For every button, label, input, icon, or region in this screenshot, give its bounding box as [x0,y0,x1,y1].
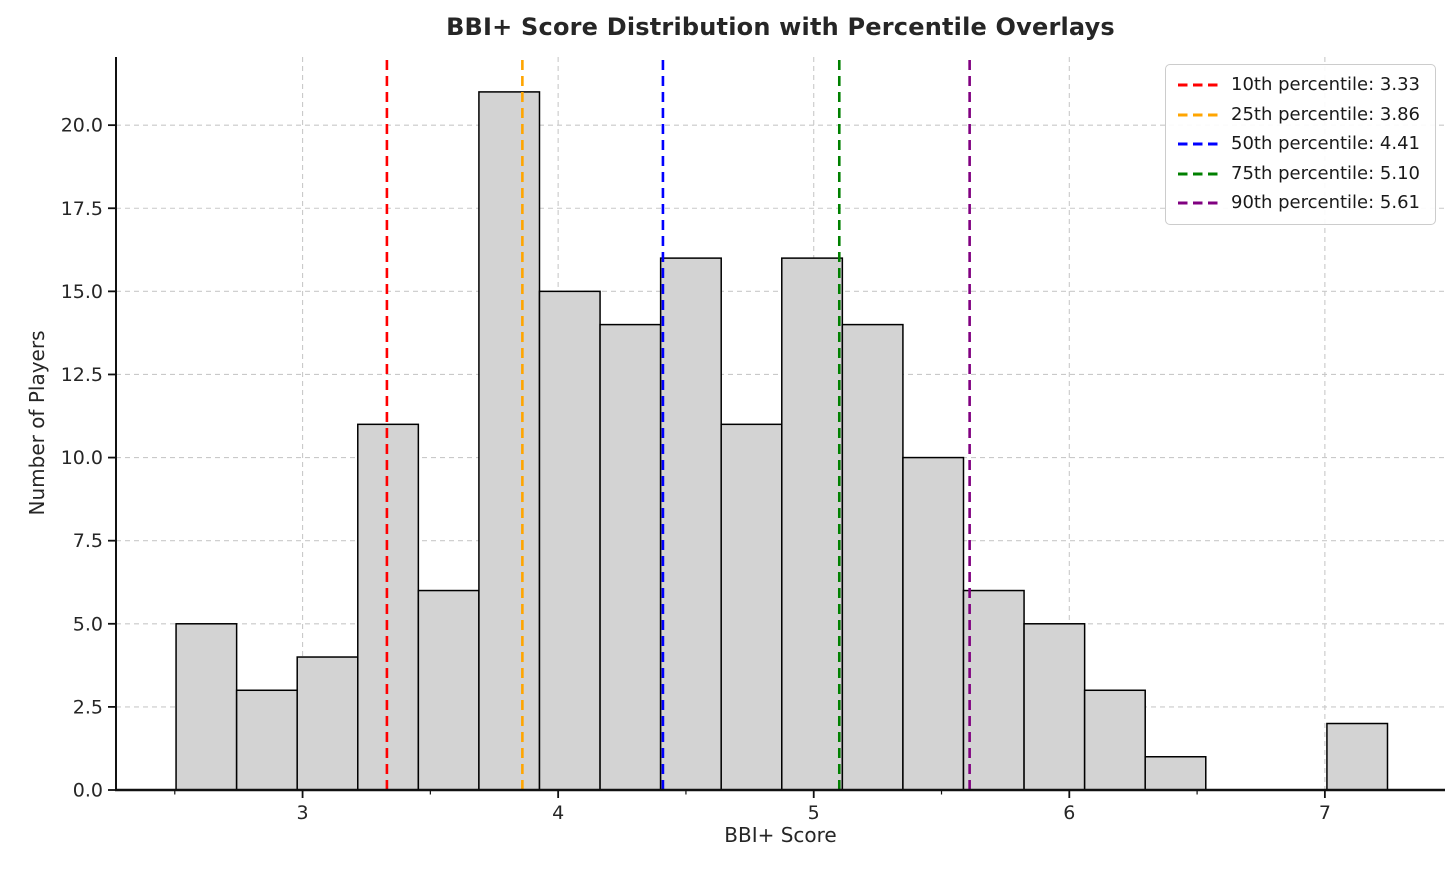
histogram-bar [659,257,722,791]
histogram-bar [417,589,480,791]
legend-dash-icon [1178,201,1219,205]
legend-dash-icon [1178,83,1219,87]
chart-title: BBI+ Score Distribution with Percentile … [446,13,1115,41]
x-tick-label: 6 [1063,802,1075,824]
y-tick-label: 10.0 [61,447,103,469]
histogram-bar [175,623,238,791]
y-tick-label: 15.0 [61,281,103,303]
x-tick-label: 5 [808,802,820,824]
histogram-bar [841,323,904,791]
y-tick-label: 7.5 [73,530,103,552]
histogram-bar [296,656,359,791]
legend-item-25th-percentile: 25th percentile: 3.86 [1178,104,1420,127]
legend-label: 50th percentile: 4.41 [1231,133,1420,154]
legend-label: 10th percentile: 3.33 [1231,74,1420,95]
y-tick-label: 0.0 [73,780,103,802]
y-tick-label: 20.0 [61,115,103,137]
y-tick-label: 17.5 [61,198,103,220]
y-axis-label: Number of Players [25,330,49,516]
x-tick-label: 4 [552,802,564,824]
legend-item-75th-percentile: 75th percentile: 5.10 [1178,163,1420,186]
histogram-bar [235,689,298,791]
legend: 10th percentile: 3.33 25th percentile: 3.… [1165,64,1436,225]
histogram-bar [1023,623,1086,791]
x-tick-label: 3 [297,802,309,824]
y-tick-label: 5.0 [73,613,103,635]
histogram-bar [962,589,1025,791]
histogram-bar [902,456,965,791]
histogram-bar [781,257,844,791]
y-tick-label: 2.5 [73,696,103,718]
x-axis-label: BBI+ Score [724,823,837,847]
legend-item-10th-percentile: 10th percentile: 3.33 [1178,74,1420,97]
histogram-bar [538,290,601,791]
y-tick-label: 12.5 [61,364,103,386]
histogram-bar [720,423,783,791]
legend-item-90th-percentile: 90th percentile: 5.61 [1178,192,1420,215]
histogram-bar [1144,756,1207,791]
histogram-bar [1083,689,1146,791]
legend-label: 25th percentile: 3.86 [1231,103,1420,125]
legend-dash-icon [1178,142,1219,146]
legend-label: 90th percentile: 5.61 [1231,192,1420,213]
legend-dash-icon [1178,113,1219,117]
x-tick-label: 7 [1319,802,1331,824]
legend-label: 75th percentile: 5.10 [1231,162,1420,184]
histogram-bar [1326,722,1389,791]
legend-item-50th-percentile: 50th percentile: 4.41 [1178,133,1420,156]
legend-dash-icon [1178,172,1219,176]
histogram-bar [478,91,541,791]
histogram-bar [599,323,662,791]
